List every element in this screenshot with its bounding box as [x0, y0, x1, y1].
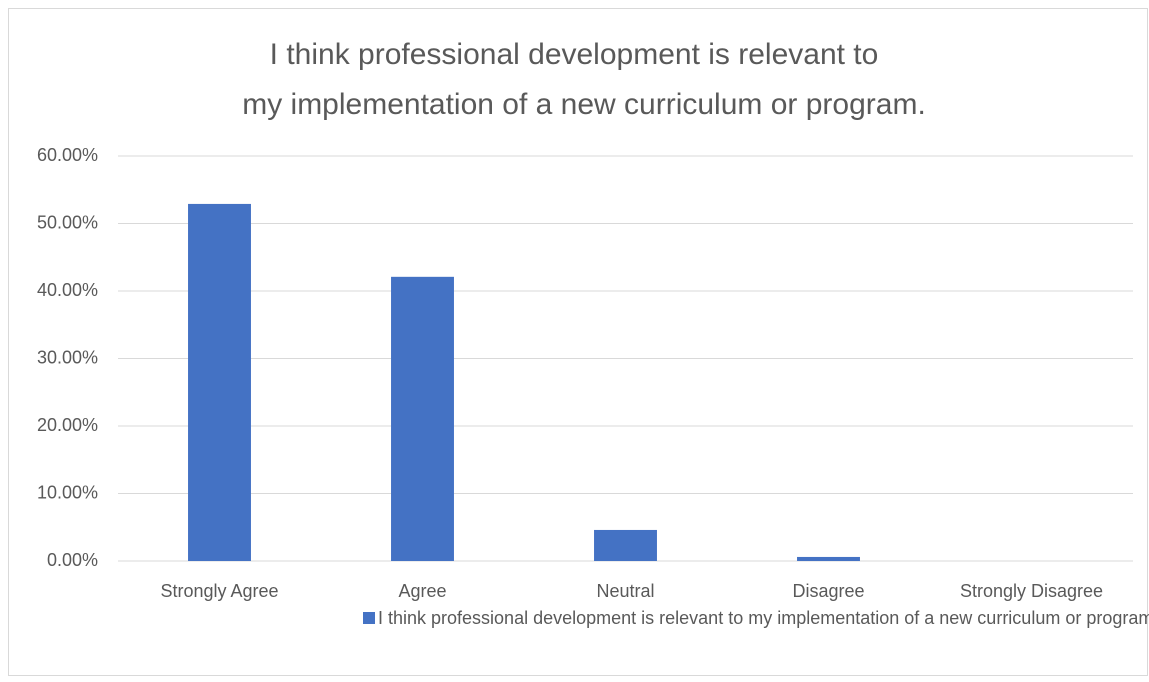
bar [391, 276, 454, 561]
x-tick-label: Neutral [596, 581, 654, 601]
y-tick-label: 0.00% [47, 550, 98, 570]
x-tick-label: Agree [398, 581, 446, 601]
y-tick-label: 40.00% [37, 280, 98, 300]
bar [188, 203, 251, 562]
x-tick-label: Disagree [792, 581, 864, 601]
bar [594, 529, 657, 561]
y-tick-label: 30.00% [37, 347, 98, 367]
y-tick-label: 10.00% [37, 482, 98, 502]
y-tick-label: 50.00% [37, 212, 98, 232]
legend-swatch [363, 612, 375, 624]
y-tick-label: 20.00% [37, 415, 98, 435]
chart-title: I think professional development is rele… [270, 38, 879, 71]
chart-title: my implementation of a new curriculum or… [242, 88, 926, 121]
legend-label: I think professional development is rele… [378, 608, 1149, 628]
x-tick-label: Strongly Agree [160, 581, 278, 601]
bar [797, 556, 860, 561]
x-tick-label: Strongly Disagree [960, 581, 1103, 601]
y-tick-label: 60.00% [37, 145, 98, 165]
